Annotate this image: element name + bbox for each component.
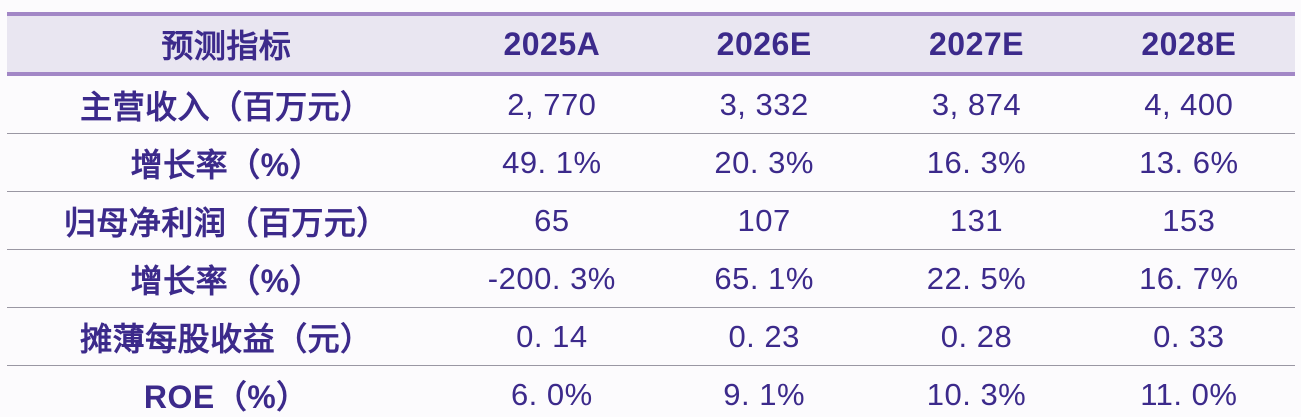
header-row: 预测指标 2025A 2026E 2027E 2028E	[7, 12, 1295, 76]
cell-profit-growth-2027e: 22. 5%	[926, 260, 1027, 296]
forecast-table: 预测指标 2025A 2026E 2027E 2028E 主营收入（百万元） 2…	[7, 12, 1295, 417]
cell-diluted-eps-2028e: 0. 33	[1153, 318, 1225, 354]
cell-revenue-growth-2028e: 13. 6%	[1139, 144, 1239, 180]
row-label-net-profit: 归母净利润（百万元）	[63, 204, 389, 241]
table-row-revenue-growth: 增长率（%） 49. 1% 20. 3% 16. 3% 13. 6%	[7, 134, 1295, 192]
cell-diluted-eps-2025a: 0. 14	[516, 318, 588, 354]
cell-net-profit-2027e: 131	[949, 202, 1004, 238]
cell-revenue-growth-2026e: 20. 3%	[714, 144, 814, 180]
row-label-revenue: 主营收入（百万元）	[80, 88, 373, 125]
header-col-2025a: 2025A	[445, 12, 658, 76]
table-row-revenue: 主营收入（百万元） 2, 770 3, 332 3, 874 4, 400	[7, 74, 1295, 134]
cell-profit-growth-2025a: -200. 3%	[487, 260, 616, 296]
header-col-2027e: 2027E	[870, 12, 1083, 76]
cell-diluted-eps-2027e: 0. 28	[940, 318, 1013, 354]
row-label-diluted-eps: 摊薄每股收益（元）	[80, 320, 373, 357]
row-label-revenue-growth: 增长率（%）	[130, 146, 323, 183]
cell-revenue-2027e: 3, 874	[931, 86, 1022, 122]
cell-roe-2027e: 10. 3%	[926, 376, 1027, 412]
cell-net-profit-2025a: 65	[534, 202, 570, 238]
cell-roe-2028e: 11. 0%	[1140, 376, 1238, 412]
row-label-profit-growth: 增长率（%）	[130, 262, 323, 299]
table-row-diluted-eps: 摊薄每股收益（元） 0. 14 0. 23 0. 28 0. 33	[7, 308, 1295, 366]
cell-profit-growth-2028e: 16. 7%	[1139, 260, 1239, 296]
cell-net-profit-2026e: 107	[737, 202, 791, 238]
cell-revenue-2028e: 4, 400	[1144, 86, 1234, 122]
table-row-net-profit: 归母净利润（百万元） 65 107 131 153	[7, 192, 1295, 250]
cell-diluted-eps-2026e: 0. 23	[728, 318, 800, 354]
header-indicator-label: 预测指标	[7, 12, 446, 76]
table-row-profit-growth: 增长率（%） -200. 3% 65. 1% 22. 5% 16. 7%	[7, 250, 1295, 308]
cell-revenue-2025a: 2, 770	[507, 86, 597, 122]
cell-profit-growth-2026e: 65. 1%	[714, 260, 814, 296]
cell-revenue-2026e: 3, 332	[719, 86, 809, 122]
cell-roe-2026e: 9. 1%	[723, 376, 806, 412]
cell-revenue-growth-2027e: 16. 3%	[926, 144, 1027, 180]
table-row-roe: ROE（%） 6. 0% 9. 1% 10. 3% 11. 0%	[7, 366, 1295, 417]
cell-revenue-growth-2025a: 49. 1%	[502, 144, 602, 180]
row-label-roe: ROE（%）	[143, 378, 309, 415]
cell-roe-2025a: 6. 0%	[510, 376, 593, 412]
header-col-2028e: 2028E	[1082, 12, 1295, 76]
header-col-2026e: 2026E	[658, 12, 871, 76]
cell-net-profit-2028e: 153	[1162, 202, 1216, 238]
